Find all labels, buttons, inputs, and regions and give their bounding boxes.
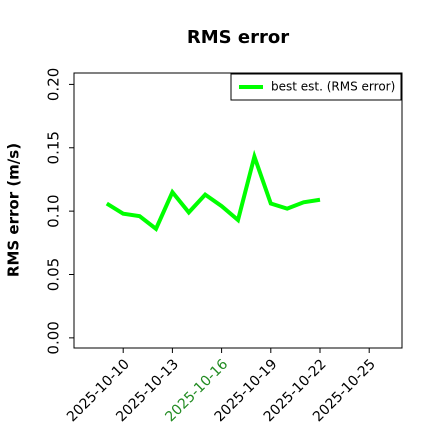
- line: [105, 149, 321, 233]
- legend-label: best est. (RMS error): [271, 80, 395, 94]
- y-tick-label: 0.05: [45, 258, 63, 291]
- y-tick-label: 0.20: [45, 68, 63, 101]
- y-axis-label: RMS error (m/s): [5, 143, 23, 277]
- y-tick-label: 0.10: [45, 194, 63, 227]
- y-tick-label: 0.00: [45, 321, 63, 354]
- plot-frame: [73, 72, 403, 349]
- y-tick-label: 0.15: [45, 131, 63, 164]
- chart-title: RMS error: [187, 27, 289, 48]
